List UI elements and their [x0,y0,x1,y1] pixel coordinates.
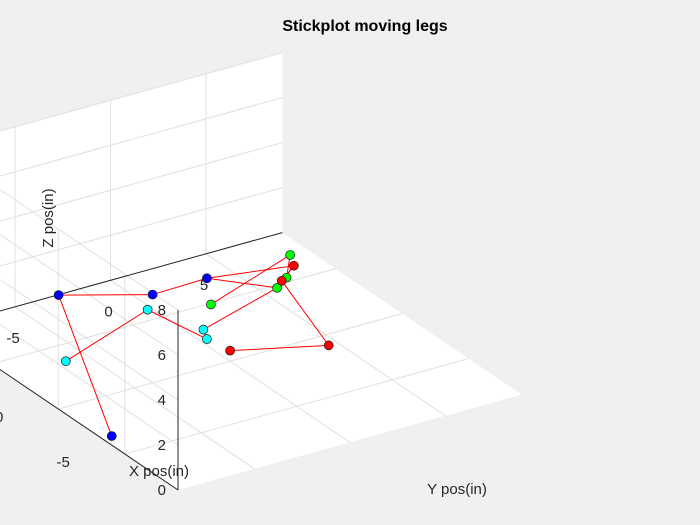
leg-segment [58,294,153,296]
leg-segment [210,254,291,305]
joint-marker [272,282,282,293]
axis-lines [0,232,283,491]
leg-segment [230,344,329,352]
grid-line-x-floor [124,358,469,455]
joint-marker [323,340,334,351]
joint-marker [202,334,212,344]
x-tick-label: -5 [56,454,69,471]
joint-marker [276,275,287,286]
joint-marker [206,299,216,310]
y-tick-label: 5 [200,277,208,294]
joint-marker [60,356,71,367]
body-segment [206,277,278,289]
z-tick-label: 0 [158,482,166,499]
data-layer [53,250,334,441]
z-tick-label: 4 [158,392,166,409]
joint-marker [142,304,153,315]
leg-segment [147,309,208,340]
joint-marker [106,431,117,441]
body-segment [206,265,294,279]
leg-segment [58,294,113,437]
floor-panel [0,232,522,490]
leg-segment [152,277,208,296]
y-tick-label: -5 [6,330,19,347]
body-segment [203,287,278,331]
joint-marker [53,290,64,300]
joint-marker [198,324,209,335]
grid-line-x-floor [58,313,403,410]
leg-segment [65,309,148,362]
leg-segment [281,280,330,346]
z-tick-label: 6 [158,347,166,364]
joint-marker [289,260,299,271]
z-tick-label: 8 [158,302,166,319]
x-axis-label: X pos(in) [129,463,189,480]
joint-marker [202,273,212,284]
joint-marker [147,289,158,300]
joint-marker [285,250,296,260]
z-axis-label: Z pos(in) [40,188,57,247]
joint-marker [225,345,235,356]
chart-title: Stickplot moving legs [282,18,447,35]
y-tick-label: 0 [104,303,112,320]
y-axis-line [0,232,283,312]
y-axis-label: Y pos(in) [427,481,487,498]
x-axis-line [0,368,179,491]
z-tick-label: 2 [158,437,166,454]
x-tick-label: 0 [0,409,3,426]
